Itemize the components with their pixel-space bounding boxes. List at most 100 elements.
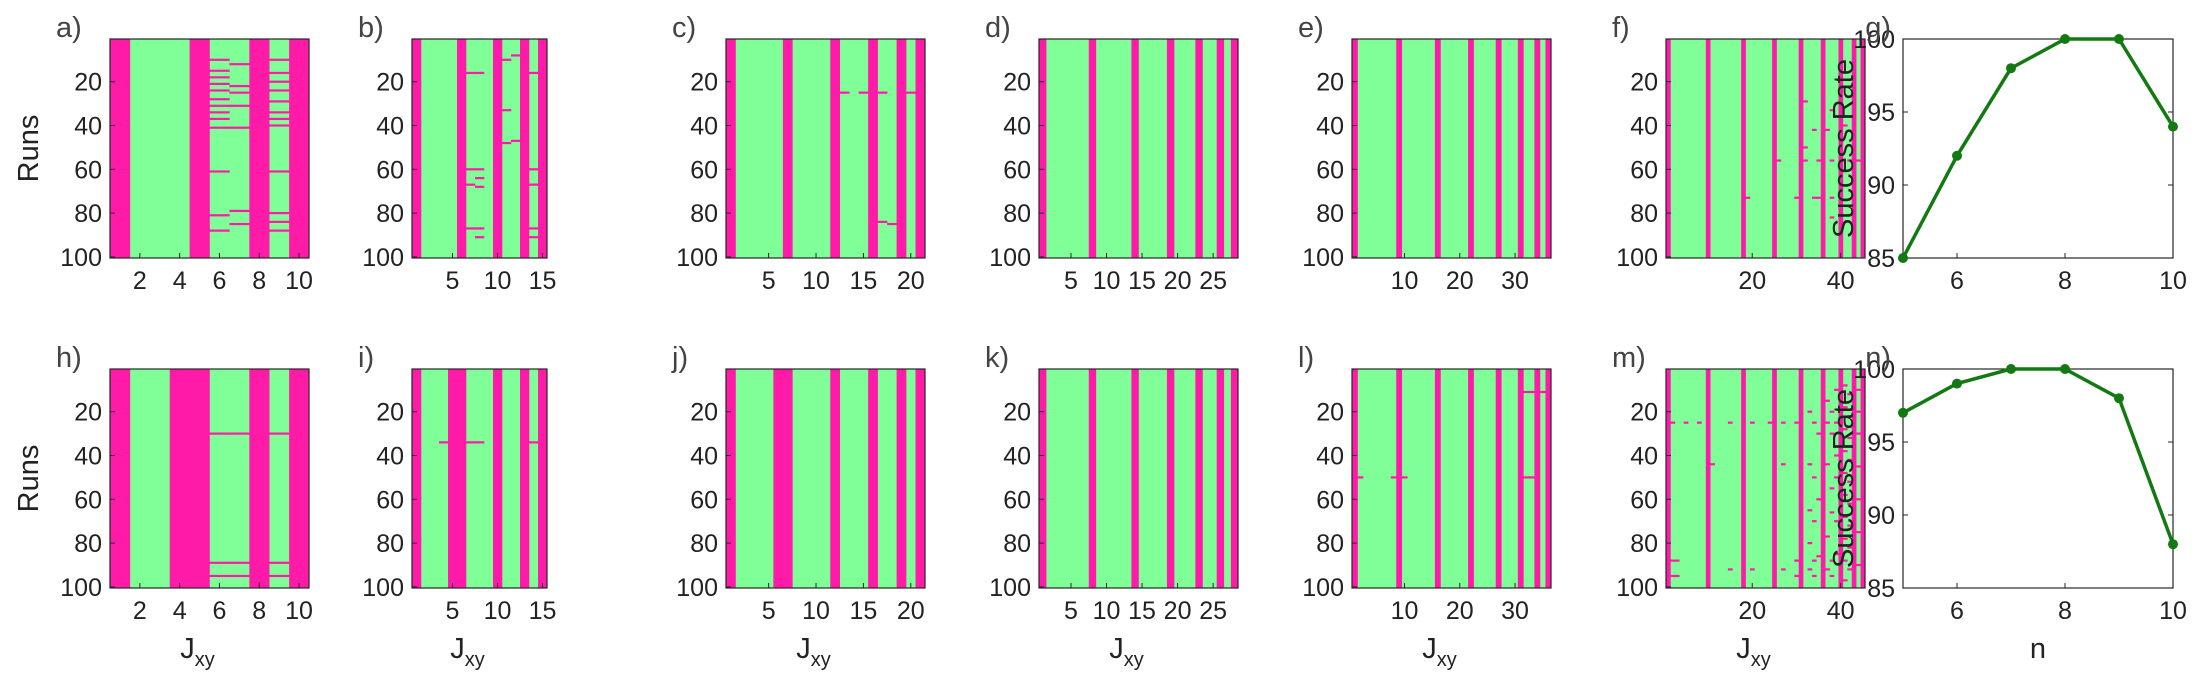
fail-cell <box>1847 159 1853 162</box>
x-tick-label: 5 <box>446 267 460 295</box>
fail-cell <box>877 91 888 94</box>
y-tick-label: 20 <box>1630 69 1658 97</box>
fail-column <box>249 369 270 588</box>
fail-cell <box>209 117 230 121</box>
heatmap-background <box>1666 39 1865 258</box>
fail-cell <box>1674 574 1680 578</box>
panel-label: h) <box>56 342 82 374</box>
fail-column <box>1517 369 1524 588</box>
fail-column <box>1860 369 1866 588</box>
fail-column <box>1216 369 1225 588</box>
data-point <box>2060 364 2070 374</box>
x-tick-label: 20 <box>1446 267 1474 295</box>
x-tick-label: 10 <box>484 597 512 625</box>
fail-column <box>538 369 548 588</box>
fail-column <box>189 369 210 588</box>
x-tick-label: 2 <box>133 597 147 625</box>
fail-column <box>1039 369 1047 588</box>
fail-column <box>1495 369 1502 588</box>
fail-cell <box>1829 511 1835 514</box>
fail-cell <box>1856 410 1861 413</box>
fail-cell <box>1750 421 1755 424</box>
fail-cell <box>1847 480 1853 483</box>
fail-column <box>1195 369 1203 588</box>
fail-column <box>1820 39 1826 258</box>
fail-cell <box>1856 563 1861 567</box>
fail-cell <box>229 63 250 66</box>
data-point <box>2114 393 2124 404</box>
axes-frame <box>1351 38 1552 259</box>
fail-cell <box>1811 476 1817 479</box>
fail-cell <box>209 98 230 101</box>
fail-column <box>520 39 530 258</box>
fail-cell <box>1842 124 1848 127</box>
fail-cell <box>269 220 290 223</box>
x-tick-label: 15 <box>1128 597 1156 625</box>
x-tick-label: 10 <box>1391 597 1419 625</box>
x-tick-label: 20 <box>1164 267 1192 295</box>
y-axis-label: Success Rate <box>1828 389 1860 568</box>
axes-frame <box>109 368 310 589</box>
fail-cell <box>502 109 512 112</box>
fail-column <box>493 39 503 258</box>
fail-cell <box>475 441 485 444</box>
panel-a: 20 40 60 80 100 2 4 6 8 10 a) Runs <box>13 12 313 295</box>
fail-cell <box>1847 436 1853 440</box>
y-tick-label: 100 <box>1302 244 1344 272</box>
fail-cell <box>529 441 539 444</box>
x-tick-label: 15 <box>849 597 877 625</box>
fail-column <box>1772 369 1777 588</box>
fail-column <box>868 39 878 258</box>
y-tick-label: 80 <box>74 530 102 558</box>
fail-column <box>1434 39 1441 258</box>
panel-f: 20 40 60 80 100 20 40 f) <box>1612 12 1866 295</box>
x-axis-label: Jxy <box>180 633 215 671</box>
fail-cell <box>1811 196 1817 199</box>
x-tick-label: 30 <box>1501 597 1529 625</box>
fail-cell <box>1803 146 1808 149</box>
fail-cell <box>466 168 476 171</box>
fail-column <box>1545 39 1552 258</box>
fail-cell <box>1834 552 1839 556</box>
fail-column <box>1131 39 1139 258</box>
fail-cell <box>1811 574 1817 578</box>
fail-cell <box>858 91 869 94</box>
fail-cell <box>229 91 250 94</box>
y-tick-label: 80 <box>1316 530 1344 558</box>
panel-i: 20 40 60 80 100 5 10 15 i) Jxy <box>358 342 556 671</box>
fail-column <box>1396 369 1403 588</box>
fail-cell <box>475 185 485 188</box>
fail-cell <box>1780 568 1786 571</box>
data-point <box>1898 253 1908 263</box>
fail-cell <box>1811 421 1817 424</box>
fail-cell <box>529 227 539 230</box>
fail-cell <box>209 561 230 564</box>
panel-label: e) <box>1298 12 1324 44</box>
y-tick-label: 40 <box>1003 443 1031 471</box>
fail-cell <box>269 212 290 215</box>
panel-label: l) <box>1298 342 1314 374</box>
fail-cell <box>1767 421 1773 424</box>
y-tick-label: 100 <box>1853 356 1895 384</box>
fail-column <box>1166 39 1175 258</box>
axes-frame <box>1351 368 1552 589</box>
x-tick-label: 20 <box>897 267 925 295</box>
axes-frame <box>725 368 926 589</box>
fail-cell <box>1523 476 1530 479</box>
fail-cell <box>511 139 521 142</box>
data-point <box>1898 407 1908 418</box>
panel-label: d) <box>985 12 1011 44</box>
fail-cell <box>439 441 449 444</box>
fail-cell <box>839 91 850 94</box>
fail-cell <box>1842 493 1848 497</box>
x-axis-label-subscript: xy <box>465 649 485 671</box>
fail-column <box>1534 369 1541 588</box>
fail-cell <box>269 432 290 435</box>
y-tick-label: 80 <box>376 530 404 558</box>
fail-cell <box>269 71 290 75</box>
fail-cell <box>1834 520 1839 523</box>
y-tick-label: 60 <box>1003 156 1031 184</box>
x-tick-label: 5 <box>762 597 776 625</box>
